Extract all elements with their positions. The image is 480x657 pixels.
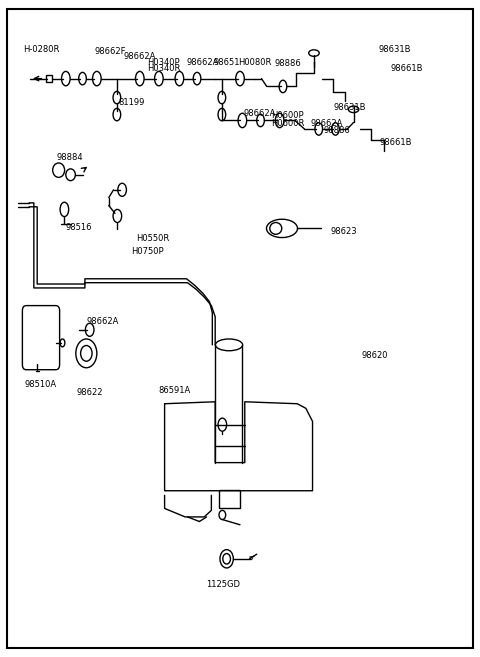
Text: 98886: 98886 xyxy=(275,59,301,68)
Text: H0340P: H0340P xyxy=(147,58,180,67)
Bar xyxy=(46,75,52,82)
Text: 1125GD: 1125GD xyxy=(205,580,240,589)
Text: 98510A: 98510A xyxy=(24,380,57,388)
Text: 98631B: 98631B xyxy=(378,45,411,54)
Text: 81199: 81199 xyxy=(118,98,144,106)
Text: 98631B: 98631B xyxy=(333,103,366,112)
Text: 98662A: 98662A xyxy=(187,58,219,67)
Text: 98623: 98623 xyxy=(331,227,357,236)
Text: 98661B: 98661B xyxy=(380,137,412,147)
Text: 98516: 98516 xyxy=(66,223,92,233)
Text: 98662A: 98662A xyxy=(311,118,343,127)
Text: 98662F: 98662F xyxy=(95,47,126,56)
Text: 98661B: 98661B xyxy=(390,64,423,73)
Text: 98884: 98884 xyxy=(56,152,83,162)
Text: H0600P: H0600P xyxy=(271,112,304,120)
Text: 98622: 98622 xyxy=(77,388,103,397)
Text: H0600R: H0600R xyxy=(271,118,304,127)
Text: 98662A: 98662A xyxy=(86,317,119,327)
Text: H0080R: H0080R xyxy=(238,58,272,67)
Text: 98662A: 98662A xyxy=(123,52,156,61)
Text: H0750P: H0750P xyxy=(131,247,164,256)
Text: 86591A: 86591A xyxy=(158,386,190,395)
Text: 98651: 98651 xyxy=(214,58,240,67)
Text: 98662A: 98662A xyxy=(244,110,276,118)
Text: 98620: 98620 xyxy=(362,351,388,361)
Text: H0340R: H0340R xyxy=(147,64,180,74)
Text: H-0280R: H-0280R xyxy=(23,45,59,54)
Text: H0550R: H0550R xyxy=(136,234,170,242)
Text: 98886: 98886 xyxy=(324,125,350,135)
Bar xyxy=(218,490,240,509)
